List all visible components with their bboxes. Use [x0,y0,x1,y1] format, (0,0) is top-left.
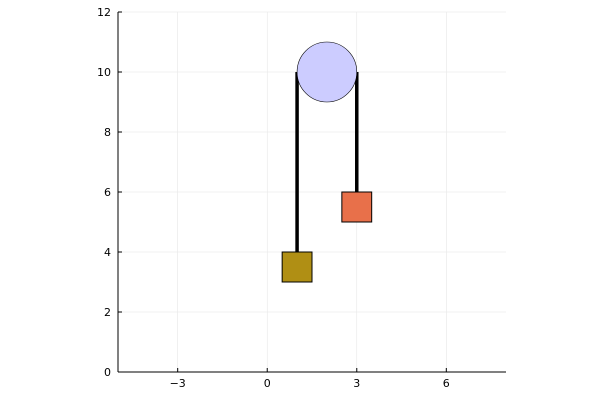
x-tick-label: 3 [353,377,360,390]
y-tick-label: 6 [104,186,111,199]
ropes [295,72,359,252]
x-tick-label: 6 [443,377,450,390]
y-tick-label: 12 [97,6,111,19]
axes-frame [117,11,506,373]
y-tick-label: 10 [97,66,111,79]
x-tick-label: 0 [264,377,271,390]
left-mass [281,251,313,283]
shapes [281,41,373,283]
tick-labels: −3 0 3 6 0 2 4 6 8 10 12 [97,6,450,390]
y-tick-label: 2 [104,306,111,319]
y-tick-label: 8 [104,126,111,139]
x-tick-label: −3 [170,377,186,390]
y-tick-label: 4 [104,246,111,259]
y-tick-label: 0 [104,366,111,379]
pulley-wheel [296,41,358,103]
right-mass [341,191,373,223]
